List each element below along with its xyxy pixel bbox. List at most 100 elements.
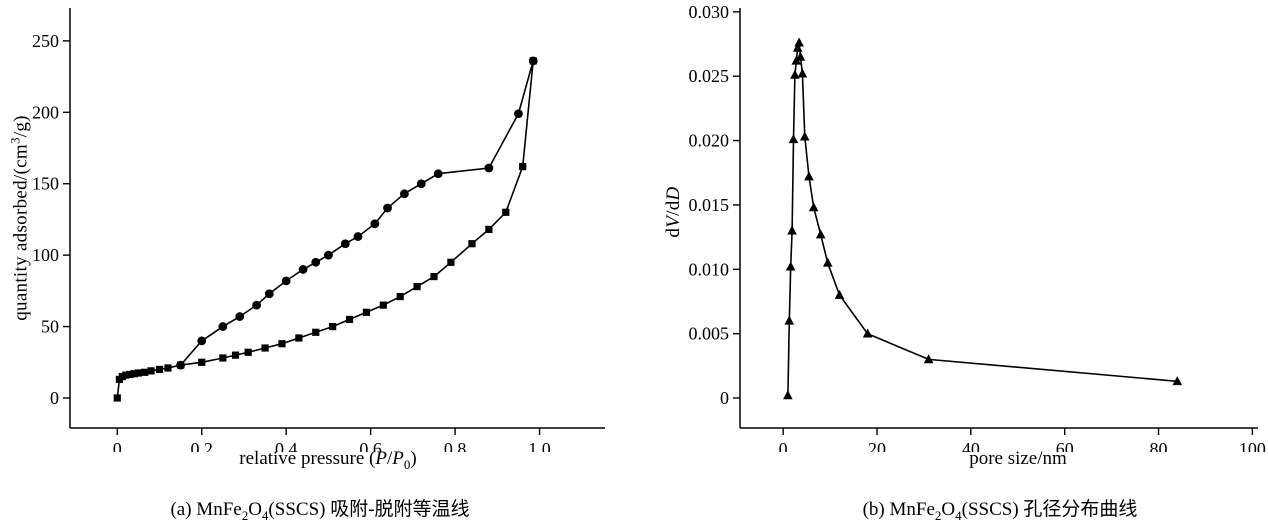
x-tick-label: 20	[868, 439, 886, 452]
pore-size-chart: 0 20 40 60 80 100 0 0.005 0.010 0.015 0.020 0.025 0.…	[689, 2, 1266, 452]
square-marker	[155, 365, 164, 374]
circle-marker	[514, 109, 523, 119]
x-tick-label: 0	[113, 439, 122, 452]
triangle-marker	[788, 134, 799, 144]
square-marker	[295, 334, 303, 342]
square-marker	[231, 351, 240, 359]
isotherm-chart: 0 0.2 0.4 0.6 0.8 1.0 0 50 100 150 200 250	[32, 8, 605, 452]
circle-marker	[235, 312, 245, 321]
x-tick-label: 0	[779, 439, 788, 452]
circle-marker	[416, 179, 426, 189]
x-tick-label: 0.6	[359, 439, 382, 452]
circle-marker	[484, 163, 494, 173]
circle-marker	[311, 257, 321, 267]
triangle-marker	[1172, 376, 1183, 386]
square-marker	[198, 358, 206, 366]
circle-marker	[324, 250, 333, 260]
y-axis-label-a: quantity adsorbed/(cm3/g)	[7, 115, 32, 321]
circle-marker	[176, 360, 186, 370]
circle-marker	[353, 232, 363, 241]
circle-marker	[383, 203, 392, 213]
circle-marker	[218, 322, 228, 331]
figure-caption-b: (b) MnFe2O4(SSCS) 孔径分布曲线	[862, 499, 1138, 523]
y-axis-label-b: dV/dD	[663, 186, 684, 238]
square-marker	[468, 240, 476, 248]
circle-marker	[281, 276, 291, 286]
square-marker	[122, 371, 130, 379]
circle-marker	[340, 239, 350, 249]
triangle-marker	[795, 51, 806, 61]
square-marker	[261, 344, 269, 352]
x-tick-label: 60	[1056, 439, 1074, 452]
square-marker	[244, 348, 252, 356]
square-marker	[430, 272, 438, 281]
triangle-marker	[822, 257, 833, 267]
triangle-marker	[797, 68, 808, 78]
y-tick-label: 0.030	[689, 2, 730, 22]
y-tick-label: 0.025	[689, 66, 730, 86]
triangle-marker	[804, 171, 814, 181]
series-line-adsorption-branch	[116, 60, 534, 399]
y-tick-label: 0.015	[689, 195, 730, 215]
triangle-marker	[815, 229, 826, 239]
triangle-marker	[862, 328, 873, 338]
triangle-marker	[787, 225, 797, 235]
triangle-marker	[923, 354, 934, 364]
y-tick-label: 250	[32, 31, 59, 51]
figure-caption-a: (a) MnFe2O4(SSCS) 吸附-脱附等温线	[170, 499, 470, 523]
circle-marker	[433, 169, 443, 179]
square-marker	[147, 367, 155, 375]
y-tick-label: 0	[50, 388, 59, 408]
square-marker	[502, 208, 510, 216]
circle-marker	[264, 289, 274, 299]
y-tick-label: 100	[32, 245, 59, 265]
circle-marker	[252, 300, 262, 310]
y-tick-label: 0.005	[689, 324, 730, 344]
circle-marker	[400, 189, 409, 199]
triangle-marker	[808, 202, 819, 212]
x-tick-label: 0.8	[444, 439, 467, 452]
square-marker	[134, 369, 143, 377]
series-line-pore-size-distribution	[787, 42, 1178, 396]
square-marker	[141, 368, 149, 376]
y-tick-label: 0.020	[689, 131, 730, 151]
x-axis-label-b: pore size/nm	[969, 448, 1067, 469]
square-marker	[485, 225, 493, 234]
triangle-marker	[792, 42, 803, 52]
y-tick-label: 0.010	[689, 259, 730, 279]
square-marker	[362, 308, 371, 316]
series-line-desorption-branch	[179, 60, 534, 366]
circle-marker	[370, 219, 380, 229]
square-marker	[113, 394, 121, 402]
figure-a: 0 0.2 0.4 0.6 0.8 1.0 0 50 100 150 200 250 quantity…	[0, 0, 620, 531]
y-tick-label: 50	[41, 317, 59, 337]
triangle-marker	[784, 315, 795, 325]
figure-b: 0 20 40 60 80 100 0 0.005 0.010 0.015 0.020 0.025 0.…	[648, 0, 1268, 531]
triangle-marker	[790, 69, 800, 79]
y-tick-label: 200	[32, 102, 59, 122]
triangle-marker	[785, 261, 796, 271]
circle-marker	[528, 56, 538, 66]
x-tick-label: 40	[962, 439, 980, 452]
square-marker	[278, 340, 286, 348]
square-marker	[126, 370, 134, 379]
square-marker	[396, 292, 404, 301]
triangle-marker	[794, 37, 804, 47]
x-tick-label: 0.2	[190, 439, 213, 452]
circle-marker	[197, 336, 207, 346]
square-marker	[345, 315, 354, 324]
x-tick-label: 0.4	[275, 439, 298, 452]
square-marker	[219, 354, 227, 362]
x-axis-label-a: relative pressure (P/P0)	[239, 448, 417, 472]
square-marker	[164, 364, 172, 372]
square-marker	[130, 370, 138, 378]
triangle-marker	[799, 131, 810, 141]
square-marker	[329, 322, 337, 331]
square-marker	[379, 301, 387, 309]
triangle-marker	[834, 289, 845, 299]
circle-marker	[298, 265, 308, 274]
square-marker	[447, 258, 455, 266]
y-tick-label: 0	[720, 388, 729, 408]
x-tick-label: 100	[1239, 439, 1266, 452]
triangle-marker	[783, 390, 793, 400]
